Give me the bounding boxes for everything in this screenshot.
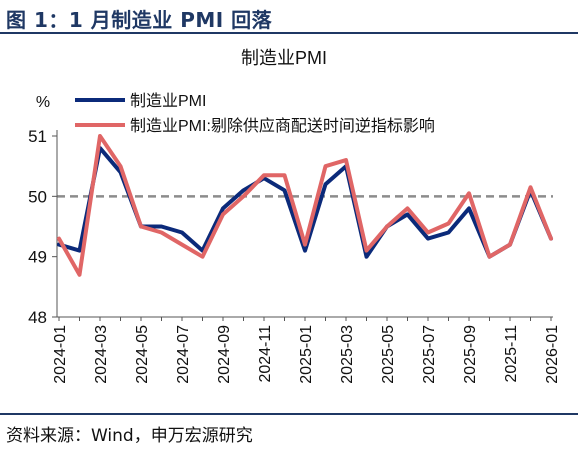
x-tick-label: 2024-01 (52, 325, 69, 384)
x-tick-label: 2026-01 (544, 325, 561, 384)
series-line-2 (57, 134, 553, 277)
x-tick-label: 2024-09 (216, 325, 233, 384)
y-tick-label: 48 (28, 308, 47, 327)
y-tick-label: 50 (28, 187, 47, 206)
chart-title: 制造业PMI (241, 48, 327, 68)
y-axis-unit: % (36, 94, 50, 111)
pmi-line-chart: 制造业PMI % 48 49 50 51 2024-01 2024-03 2024-05 20… (28, 48, 561, 384)
x-tick-label: 2025-09 (462, 325, 479, 384)
legend-label-1: 制造业PMI (130, 92, 206, 110)
x-tick-label: 2025-07 (421, 325, 438, 384)
source-note: 资料来源：Wind，申万宏源研究 (6, 426, 253, 446)
x-tick-label: 2025-01 (298, 325, 315, 384)
y-tick-label: 49 (28, 248, 47, 267)
x-tick-label: 2024-05 (134, 325, 151, 384)
figure-title: 图 1：1 月制造业 PMI 回落 (6, 8, 273, 32)
y-tick-label: 51 (28, 127, 47, 146)
x-tick-label: 2025-05 (380, 325, 397, 384)
title-divider (0, 32, 578, 34)
x-tick-label: 2025-03 (339, 325, 356, 384)
x-tick-label: 2025-11 (503, 325, 520, 383)
source-divider (0, 413, 578, 415)
x-tick-label: 2024-03 (93, 325, 110, 384)
x-tick-label: 2024-11 (257, 325, 274, 383)
x-tick-label: 2024-07 (175, 325, 192, 384)
legend-label-2: 制造业PMI:剔除供应商配送时间逆指标影响 (130, 116, 435, 135)
